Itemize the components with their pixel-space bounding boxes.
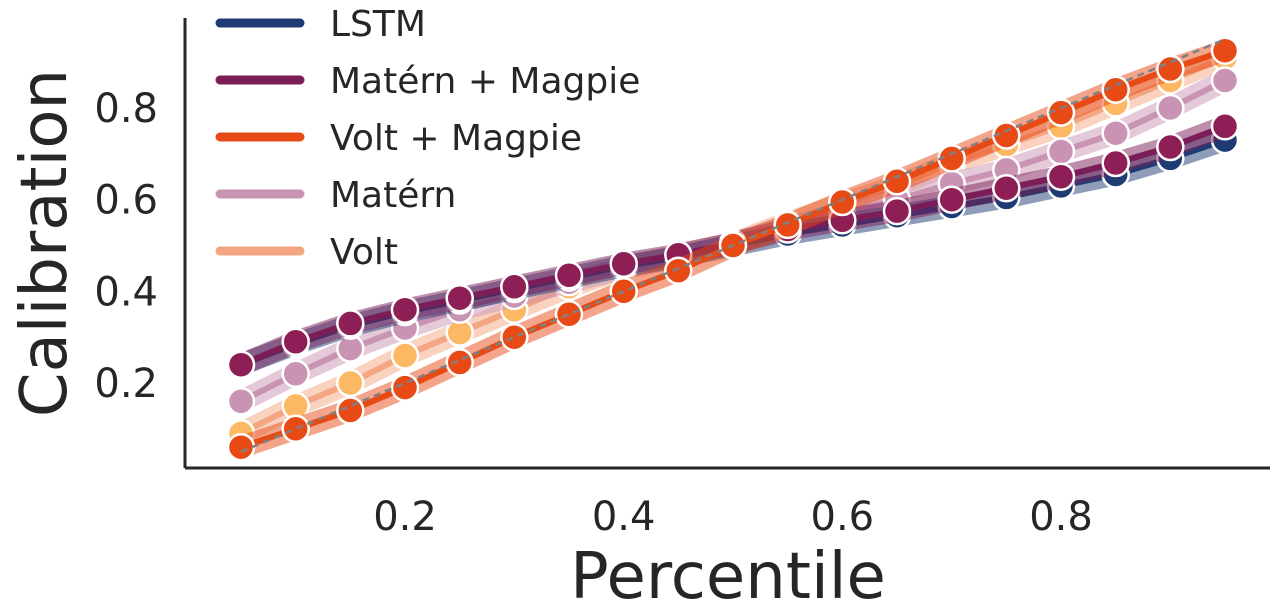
data-point	[1101, 148, 1130, 178]
y-tick-label: 0.2	[94, 361, 158, 407]
legend-label: Volt	[330, 232, 398, 273]
data-point	[1210, 36, 1240, 65]
data-point	[1156, 54, 1185, 84]
data-point	[226, 350, 256, 379]
data-point	[773, 210, 802, 240]
data-point	[1046, 162, 1076, 191]
data-point	[226, 432, 256, 462]
legend-item-mat-rn-magpie: Matérn + Magpie	[215, 61, 640, 102]
data-point	[500, 272, 529, 302]
y-tick-label: 0.8	[94, 86, 158, 132]
legend-label: Matérn	[330, 175, 456, 216]
data-point	[336, 368, 365, 398]
legend-label: Matérn + Magpie	[330, 61, 640, 102]
legend-item-volt: Volt	[215, 232, 398, 273]
data-point	[281, 327, 310, 357]
data-point	[828, 187, 857, 217]
data-point	[390, 341, 420, 370]
x-tick-label: 0.8	[1029, 494, 1093, 540]
data-point	[226, 387, 256, 416]
data-point	[1156, 132, 1185, 162]
y-axis-title: Calibration	[8, 69, 82, 417]
legend-item-mat-rn: Matérn	[215, 175, 456, 216]
x-tick-labels: 0.2 0.4 0.6 0.8	[373, 494, 1093, 540]
data-point	[1046, 137, 1076, 166]
data-point	[882, 196, 912, 226]
data-point	[500, 322, 529, 352]
data-point	[281, 359, 310, 389]
x-tick-label: 0.2	[373, 494, 437, 540]
data-point	[1210, 112, 1240, 141]
plot-area	[226, 36, 1240, 462]
x-axis-title: Percentile	[570, 540, 886, 609]
data-point	[664, 256, 693, 285]
data-point	[992, 173, 1021, 203]
y-tick-label: 0.4	[94, 269, 158, 315]
legend-label: LSTM	[330, 4, 426, 45]
data-point	[1046, 98, 1076, 127]
y-tick-labels: 0.2 0.4 0.6 0.8	[94, 86, 158, 407]
data-point	[445, 348, 474, 377]
y-tick-label: 0.6	[94, 178, 158, 224]
data-point	[281, 414, 310, 444]
data-point	[609, 249, 638, 279]
data-point	[390, 373, 420, 402]
data-point	[937, 185, 966, 214]
data-point	[445, 283, 474, 313]
data-point	[1156, 93, 1185, 123]
x-tick-label: 0.6	[811, 494, 875, 540]
legend: LSTM Matérn + Magpie Volt + Magpie Matérn Vo…	[215, 4, 640, 273]
data-point	[554, 300, 584, 329]
data-point	[336, 309, 365, 338]
legend-item-lstm: LSTM	[215, 4, 426, 45]
data-point	[390, 295, 420, 324]
data-point	[1210, 66, 1240, 95]
x-tick-label: 0.4	[592, 494, 656, 540]
legend-item-volt-magpie: Volt + Magpie	[215, 118, 582, 159]
ideal-calibration-line	[240, 38, 1226, 453]
data-point	[1101, 118, 1130, 148]
data-point	[554, 261, 584, 290]
data-point	[1101, 75, 1130, 104]
legend-label: Volt + Magpie	[330, 118, 582, 159]
